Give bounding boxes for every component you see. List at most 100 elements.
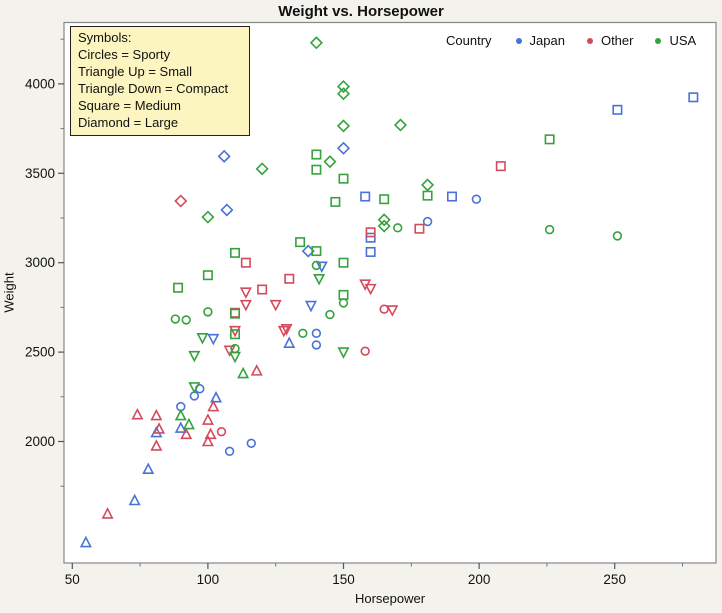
data-point-usa-medium[interactable] — [311, 164, 322, 175]
data-point-usa-small[interactable] — [237, 366, 250, 379]
data-point-usa-medium[interactable] — [311, 149, 322, 160]
data-point-japan-sporty[interactable] — [422, 216, 433, 227]
data-point-usa-large[interactable] — [336, 119, 351, 133]
legend-entry-other[interactable]: Other — [586, 33, 633, 48]
data-point-japan-sporty[interactable] — [311, 340, 322, 350]
data-point-other-small[interactable] — [153, 422, 166, 434]
data-point-japan-small[interactable] — [142, 462, 155, 475]
data-point-other-small[interactable] — [131, 407, 144, 420]
data-point-japan-small[interactable] — [174, 421, 187, 433]
data-point-usa-medium[interactable] — [379, 194, 390, 205]
data-point-japan-sporty[interactable] — [311, 328, 322, 339]
data-point-usa-large[interactable] — [336, 87, 351, 101]
data-point-japan-small[interactable] — [283, 336, 296, 348]
data-point-japan-sporty[interactable] — [224, 446, 235, 457]
data-point-usa-sporty[interactable] — [338, 298, 349, 308]
data-point-usa-sporty[interactable] — [393, 223, 403, 233]
data-point-japan-sporty[interactable] — [471, 194, 482, 204]
data-point-other-medium[interactable] — [257, 284, 268, 295]
data-point-usa-large[interactable] — [393, 118, 407, 132]
data-point-usa-medium[interactable] — [230, 329, 241, 340]
data-point-usa-sporty[interactable] — [298, 328, 308, 339]
data-point-other-compact[interactable] — [239, 287, 252, 299]
data-point-usa-large[interactable] — [377, 219, 391, 233]
data-point-usa-sporty[interactable] — [170, 314, 181, 324]
data-point-other-small[interactable] — [201, 413, 214, 425]
data-point-other-compact[interactable] — [364, 283, 377, 296]
symbols-annotation[interactable]: Symbols: Circles = Sporty Triangle Up = S… — [70, 26, 250, 137]
data-point-other-small[interactable] — [180, 427, 193, 440]
data-point-usa-medium[interactable] — [230, 247, 241, 258]
data-point-usa-medium[interactable] — [422, 190, 433, 201]
data-point-other-compact[interactable] — [386, 305, 399, 317]
data-point-usa-medium[interactable] — [338, 257, 349, 268]
data-point-japan-medium[interactable] — [365, 232, 376, 243]
data-point-japan-compact[interactable] — [207, 333, 220, 346]
data-point-other-small[interactable] — [150, 408, 163, 421]
data-point-other-medium[interactable] — [365, 227, 376, 238]
data-point-japan-medium[interactable] — [446, 191, 457, 202]
data-point-japan-small[interactable] — [79, 535, 92, 548]
data-point-other-compact[interactable] — [280, 324, 293, 336]
data-point-usa-sporty[interactable] — [181, 315, 191, 325]
legend-entry-usa[interactable]: USA — [655, 33, 696, 48]
data-point-usa-sporty[interactable] — [325, 309, 335, 320]
data-point-usa-small[interactable] — [174, 408, 187, 421]
data-point-other-medium[interactable] — [284, 273, 295, 284]
data-point-japan-large[interactable] — [220, 203, 234, 217]
data-point-other-large[interactable] — [174, 194, 188, 208]
data-point-usa-compact[interactable] — [196, 332, 209, 345]
data-point-usa-large[interactable] — [323, 155, 337, 169]
data-point-other-small[interactable] — [207, 399, 220, 412]
data-point-other-medium[interactable] — [495, 161, 506, 172]
data-point-other-compact[interactable] — [277, 325, 290, 338]
data-point-usa-large[interactable] — [421, 178, 435, 192]
data-point-other-small[interactable] — [101, 507, 114, 519]
data-point-other-compact[interactable] — [269, 299, 282, 312]
data-point-usa-sporty[interactable] — [203, 307, 213, 317]
data-point-usa-medium[interactable] — [330, 196, 341, 207]
data-point-usa-compact[interactable] — [188, 350, 201, 363]
data-point-other-compact[interactable] — [359, 279, 372, 291]
data-point-usa-small[interactable] — [182, 417, 195, 430]
data-point-usa-large[interactable] — [255, 162, 269, 176]
data-point-japan-small[interactable] — [210, 390, 223, 403]
data-point-usa-sporty[interactable] — [311, 260, 322, 271]
data-point-other-small[interactable] — [150, 439, 163, 451]
data-point-usa-medium[interactable] — [230, 308, 241, 319]
data-point-other-compact[interactable] — [228, 325, 242, 338]
data-point-usa-medium[interactable] — [311, 246, 322, 257]
data-point-japan-medium[interactable] — [360, 191, 371, 202]
data-point-other-medium[interactable] — [240, 257, 251, 268]
data-point-japan-sporty[interactable] — [246, 438, 256, 448]
data-point-usa-large[interactable] — [377, 213, 391, 227]
data-point-usa-compact[interactable] — [188, 382, 201, 394]
data-point-other-sporty[interactable] — [360, 346, 370, 356]
data-point-usa-medium[interactable] — [173, 282, 184, 293]
data-point-usa-large[interactable] — [201, 210, 215, 224]
data-point-usa-medium[interactable] — [544, 134, 555, 145]
data-point-other-small[interactable] — [204, 427, 217, 440]
data-point-other-compact[interactable] — [239, 299, 252, 312]
data-point-other-sporty[interactable] — [379, 304, 389, 314]
data-point-usa-medium[interactable] — [295, 237, 306, 248]
data-point-usa-sporty[interactable] — [612, 231, 623, 241]
data-point-usa-compact[interactable] — [313, 273, 326, 286]
data-point-usa-medium[interactable] — [338, 173, 349, 184]
data-point-japan-compact[interactable] — [304, 300, 317, 313]
data-point-usa-large[interactable] — [309, 36, 323, 50]
data-point-japan-large[interactable] — [217, 149, 231, 163]
data-point-other-small[interactable] — [201, 434, 214, 447]
data-point-usa-sporty[interactable] — [544, 224, 555, 235]
data-point-japan-medium[interactable] — [688, 92, 699, 103]
data-point-other-sporty[interactable] — [216, 426, 227, 437]
data-point-usa-large[interactable] — [336, 80, 351, 94]
data-point-japan-medium[interactable] — [612, 104, 623, 115]
data-point-other-small[interactable] — [250, 364, 263, 376]
data-point-japan-small[interactable] — [128, 493, 141, 506]
data-point-usa-medium[interactable] — [202, 270, 213, 281]
data-point-japan-medium[interactable] — [365, 246, 376, 257]
data-point-other-medium[interactable] — [414, 223, 425, 234]
data-point-usa-compact[interactable] — [228, 351, 242, 364]
data-point-usa-compact[interactable] — [337, 347, 350, 359]
